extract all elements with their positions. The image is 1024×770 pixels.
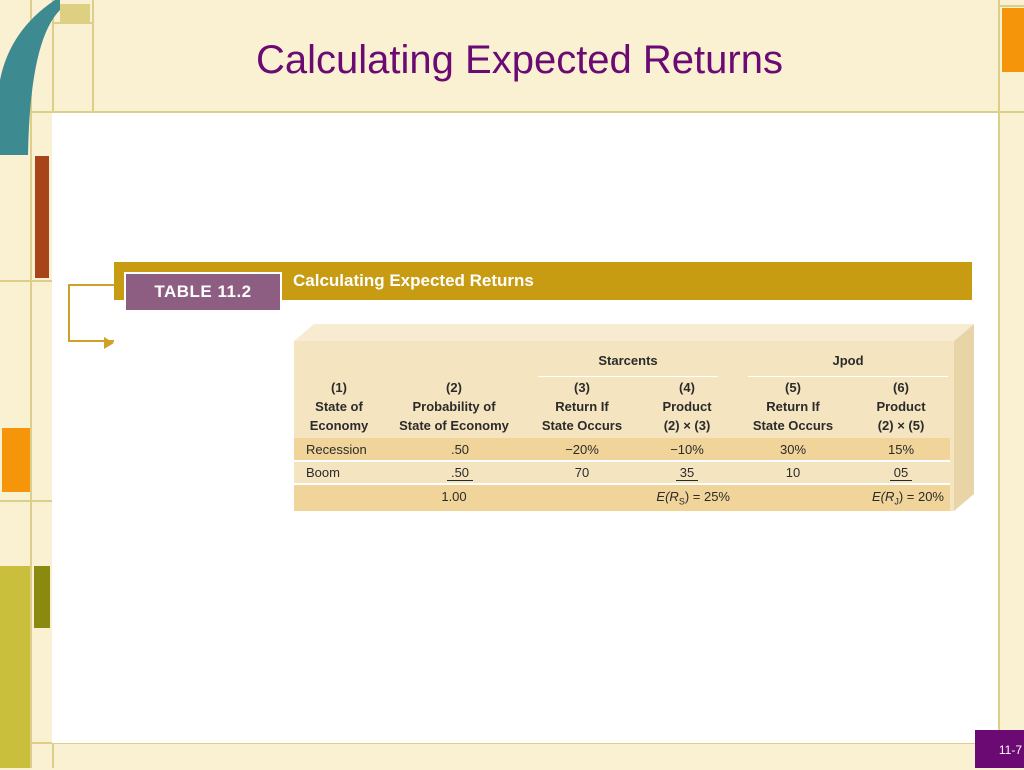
cell-state: Recession (306, 442, 367, 457)
column-header: (3) Return If State Occurs (541, 380, 623, 433)
group-header-starcents: Starcents (598, 353, 658, 368)
page-title: Calculating Expected Returns (256, 38, 783, 82)
row-highlight-total (294, 485, 950, 511)
column-header: (2) Probability of State of Economy (399, 380, 509, 433)
cell-state: Boom (306, 465, 340, 480)
cell-probability: .50 (450, 442, 470, 457)
table-box (294, 324, 974, 511)
cell-product-starcents: −10% (670, 442, 704, 457)
table-number-badge: TABLE 11.2 (124, 272, 282, 312)
olive-block-left (0, 566, 30, 768)
cell-expected-return-jpod: E(RJ) = 20% (871, 489, 944, 507)
cell-expected-return-starcents: E(RS) = 25% (656, 489, 730, 507)
column-header: (5) Return If State Occurs (752, 380, 834, 433)
row-highlight-recession (294, 438, 950, 460)
cell-probability: .50 (386, 463, 534, 482)
cell-product-starcents: 35 (644, 463, 730, 482)
group-header-jpod: Jpod (832, 353, 864, 368)
orange-block-left (2, 428, 30, 492)
cell-product-jpod: 05 (858, 463, 944, 482)
cell-return-jpod: 30% (779, 442, 807, 457)
group-rule (538, 376, 718, 377)
row-divider (294, 460, 950, 462)
table-title: Calculating Expected Returns (293, 271, 534, 290)
arrow-right-icon (104, 337, 114, 349)
column-header: (4) Product (2) × (3) (662, 380, 712, 433)
olive-block-top (60, 4, 90, 24)
olive-bar-left (34, 566, 50, 628)
column-header: (1) State of Economy (309, 380, 369, 433)
group-rule (748, 376, 948, 377)
expected-returns-table: Starcents Jpod (1) State of Economy (2) Pro… (294, 341, 950, 511)
cell-return-starcents: −20% (565, 442, 599, 457)
slide-number: 11-7 (975, 730, 1024, 768)
cell-return-starcents: 70 (574, 465, 590, 480)
cell-return-jpod: 10 (785, 465, 801, 480)
rust-bar (35, 156, 49, 278)
teal-ornament (0, 0, 60, 160)
column-header: (6) Product (2) × (5) (876, 380, 926, 433)
bracket-connector (68, 284, 114, 342)
cell-product-jpod: 15% (887, 442, 915, 457)
cell-probability-total: 1.00 (441, 489, 467, 504)
orange-block-top-right (1002, 8, 1024, 72)
row-divider (294, 483, 950, 485)
